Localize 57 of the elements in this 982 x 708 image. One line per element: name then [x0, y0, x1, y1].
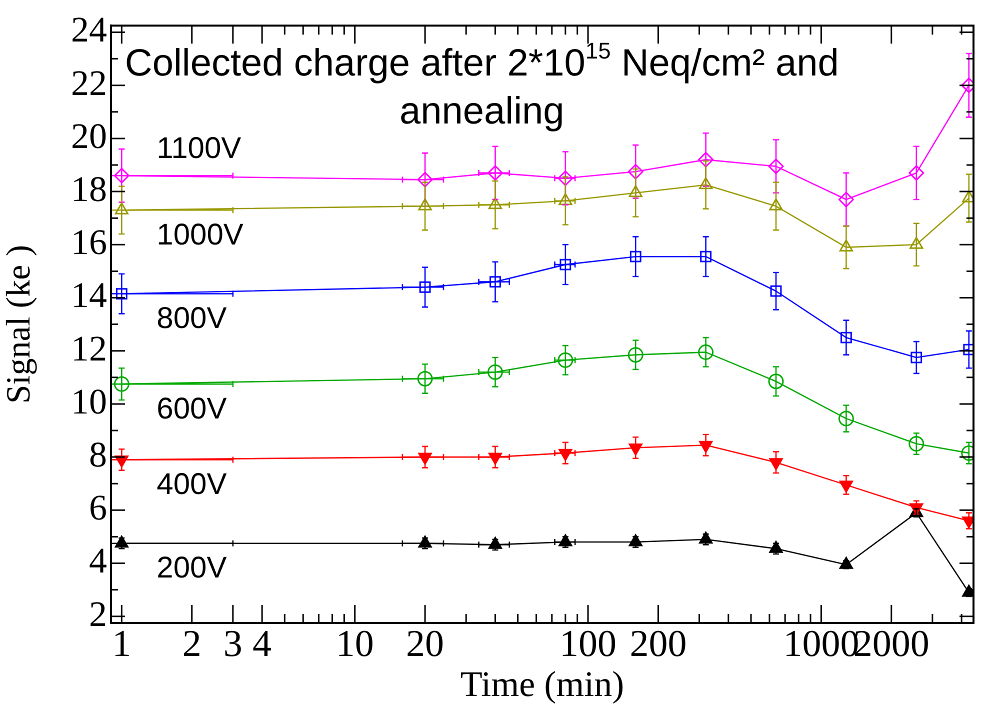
point	[698, 344, 714, 360]
point	[490, 276, 501, 288]
point	[839, 240, 853, 252]
point	[840, 332, 852, 344]
y-tick-label: 22	[71, 62, 107, 103]
point	[838, 192, 854, 208]
point	[838, 410, 854, 426]
y-tick-label: 18	[71, 169, 107, 209]
point	[419, 281, 431, 293]
x-tick-label: 1	[112, 622, 132, 665]
x-tick-label: 200	[630, 622, 687, 665]
point	[487, 165, 503, 181]
point	[558, 193, 572, 206]
x-tick-label: 20	[406, 622, 444, 665]
point	[417, 370, 433, 386]
y-tick-label: 6	[89, 488, 107, 528]
point	[628, 185, 642, 198]
y-tick-label: 16	[71, 222, 107, 262]
y-axis-title: Signal (ke )	[0, 244, 38, 404]
x-tick-label: 10	[336, 622, 374, 665]
point	[698, 152, 714, 168]
point	[558, 170, 574, 186]
point	[768, 158, 784, 174]
y-tick-label: 20	[71, 116, 107, 156]
point	[700, 250, 712, 262]
series-label: 600V	[156, 392, 227, 426]
point	[558, 352, 574, 368]
point	[628, 164, 644, 180]
point	[417, 172, 433, 188]
point	[908, 436, 924, 452]
point	[768, 374, 784, 390]
point	[908, 165, 924, 181]
point	[488, 197, 502, 210]
y-tick-label: 4	[89, 540, 107, 581]
series-label: 800V	[156, 302, 227, 336]
series-label: 200V	[156, 552, 227, 585]
point	[628, 347, 644, 363]
point	[698, 177, 713, 190]
x-axis-title: Time (min)	[460, 664, 624, 704]
x-tick-label: 100	[560, 622, 617, 665]
y-tick-label: 24	[71, 10, 107, 50]
series-label: 1100V	[156, 132, 242, 165]
y-tick-label: 14	[71, 275, 107, 316]
y-tick-label: 12	[71, 328, 107, 368]
y-tick-label: 10	[71, 381, 107, 422]
series-label: 1000V	[156, 218, 244, 252]
series-label: 400V	[156, 468, 227, 501]
x-tick-label: 4	[252, 622, 272, 665]
x-tick-label: 2	[182, 622, 202, 665]
y-tick-label: 8	[89, 434, 107, 475]
point	[770, 285, 782, 297]
y-tick-label: 2	[89, 594, 107, 634]
point	[910, 352, 922, 364]
point	[487, 364, 503, 380]
point	[630, 250, 642, 262]
x-tick-label: 3	[223, 622, 242, 665]
point	[560, 258, 572, 270]
